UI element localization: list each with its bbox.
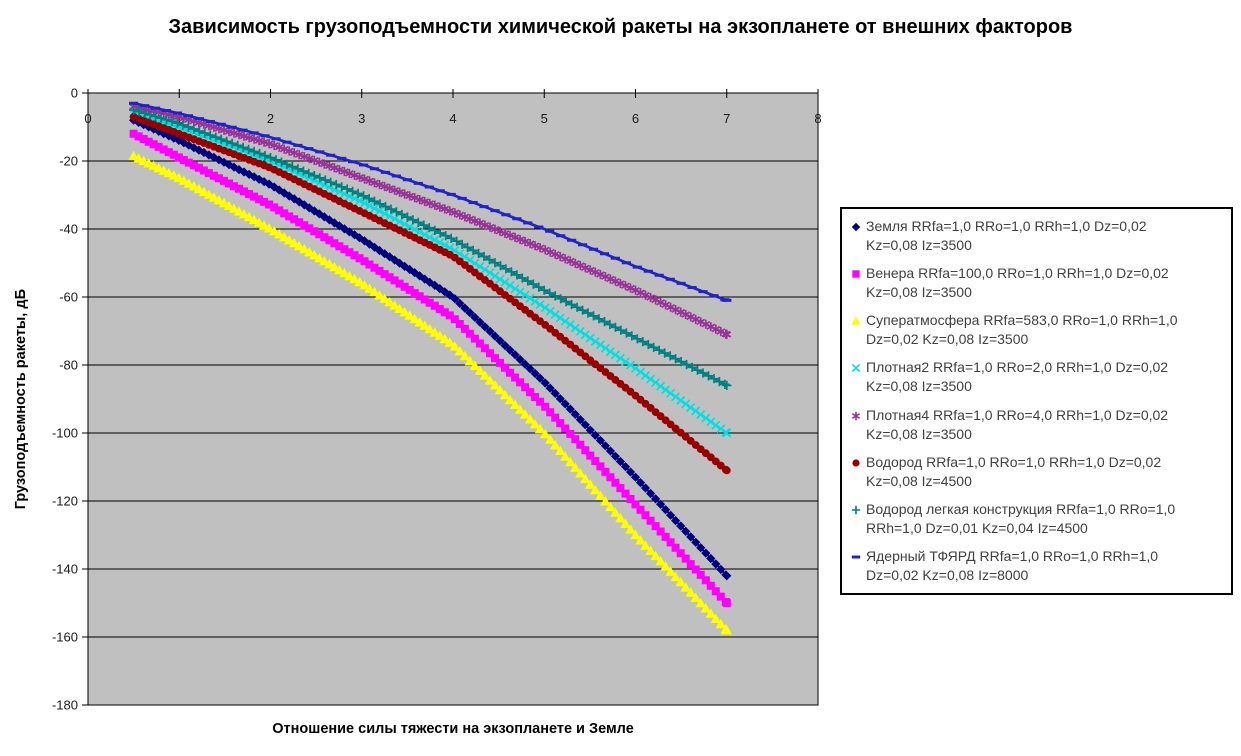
legend-item-2[interactable]: Венера RRfa=100,0 RRo=1,0 RRh=1,0 Dz=0,0… [849,264,1225,302]
y-tick-label: -160 [52,630,78,645]
legend-item-7[interactable]: Водород легкая конструкция RRfa=1,0 RRo=… [849,500,1225,538]
legend-label: Плотная4 RRfa=1,0 RRo=4,0 RRh=1,0 Dz=0,0… [866,406,1169,442]
legend-label: Плотная2 RRfa=1,0 RRo=2,0 RRh=1,0 Dz=0,0… [866,359,1169,395]
legend-item-1[interactable]: Земля RRfa=1,0 RRo=1,0 RRh=1,0 Dz=0,02 Kz… [849,217,1225,255]
legend-item-5[interactable]: Плотная4 RRfa=1,0 RRo=4,0 RRh=1,0 Dz=0,0… [849,406,1225,444]
y-tick-label: -80 [59,358,78,373]
legend-label: Суператмосфера RRfa=583,0 RRo=1,0 RRh=1,… [866,312,1178,348]
y-tick-label: -140 [52,562,78,577]
dash-marker-icon [851,555,861,559]
y-tick-label: 0 [71,86,78,101]
legend-label: Венера RRfa=100,0 RRo=1,0 RRh=1,0 Dz=0,0… [866,265,1169,301]
x-tick-label: 6 [632,111,639,126]
y-tick-label: -20 [59,154,78,169]
legend-item-4[interactable]: Плотная2 RRfa=1,0 RRo=2,0 RRh=1,0 Dz=0,0… [849,358,1225,396]
triangle-marker-icon [851,316,861,326]
y-tick-label: -120 [52,494,78,509]
plus-marker-icon [851,505,861,515]
y-tick-label: -40 [59,222,78,237]
square-marker-icon [852,270,860,278]
x-tick-label: 0 [84,111,91,126]
x-axis-title: Отношение силы тяжести на экзопланете и … [272,721,634,737]
legend-label: Водород легкая конструкция RRfa=1,0 RRo=… [866,500,1176,536]
legend-item-3[interactable]: Суператмосфера RRfa=583,0 RRo=1,0 RRh=1,… [849,311,1225,349]
series-markers-7 [129,105,732,390]
circle-marker-icon [852,459,860,467]
x-tick-label: 2 [267,111,274,126]
x-marker-icon [851,364,861,373]
diamond-marker-icon [851,222,861,232]
legend-label: Водород RRfa=1,0 RRo=1,0 RRh=1,0 Dz=0,02… [866,453,1162,489]
x-tick-label: 4 [449,111,456,126]
x-tick-label: 8 [814,111,821,126]
legend-item-6[interactable]: Водород RRfa=1,0 RRo=1,0 RRh=1,0 Dz=0,02… [849,453,1225,491]
legend-label: Земля RRfa=1,0 RRo=1,0 RRh=1,0 Dz=0,02 Kz… [866,218,1147,253]
x-tick-label: 3 [358,111,365,126]
y-tick-label: -100 [52,426,78,441]
x-tick-label: 5 [541,111,548,126]
x-tick-label: 7 [723,111,730,126]
chart-title: Зависимость грузоподъемности химической … [168,16,1073,38]
legend-box[interactable]: Земля RRfa=1,0 RRo=1,0 RRh=1,0 Dz=0,02 Kz… [840,207,1233,595]
legend-label: Ядерный ТФЯРД RRfa=1,0 RRo=1,0 RRh=1,0 Dz… [866,547,1159,583]
star-marker-icon [851,411,861,420]
y-tick-label: -180 [52,698,78,713]
y-tick-label: -60 [59,290,78,305]
legend-item-8[interactable]: Ядерный ТФЯРД RRfa=1,0 RRo=1,0 RRh=1,0 Dz… [849,547,1225,585]
